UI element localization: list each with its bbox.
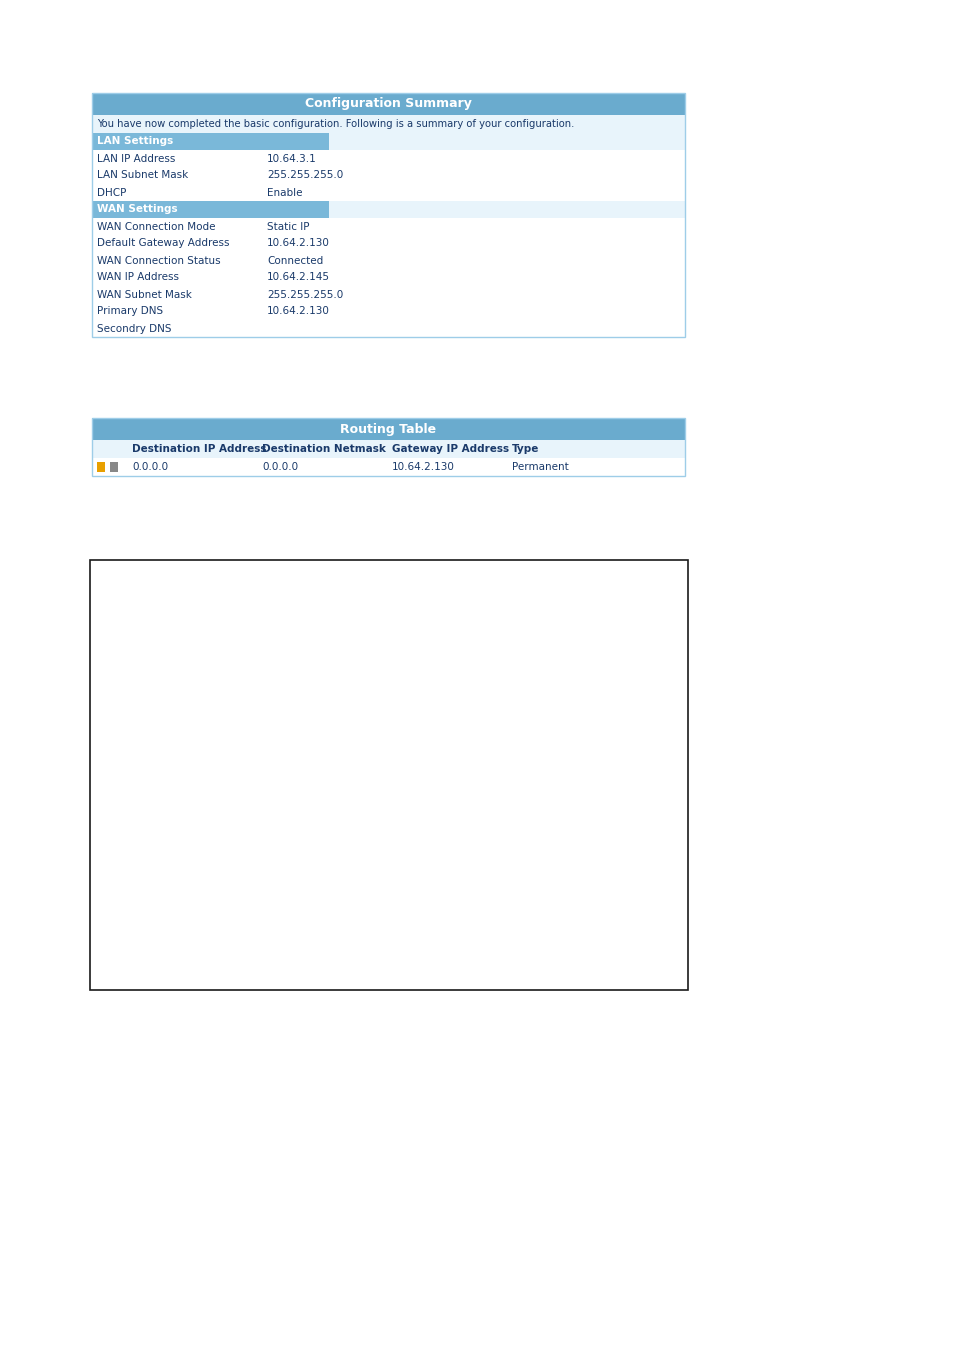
Bar	[91, 184, 684, 201]
Bar	[329, 132, 684, 150]
Text: Configuration Summary: Configuration Summary	[305, 97, 472, 111]
Text: 10.64.2.130: 10.64.2.130	[392, 462, 455, 471]
Bar	[110, 462, 118, 471]
Text: Static IP: Static IP	[267, 222, 309, 231]
Bar	[91, 93, 684, 336]
Text: WAN Settings: WAN Settings	[97, 204, 177, 215]
Text: Routing Table: Routing Table	[340, 423, 436, 435]
Text: WAN Subnet Mask: WAN Subnet Mask	[97, 289, 192, 300]
Text: 10.64.2.145: 10.64.2.145	[267, 273, 330, 282]
Text: DHCP: DHCP	[97, 188, 126, 197]
Text: Permanent: Permanent	[512, 462, 568, 471]
Bar	[91, 440, 684, 458]
Text: Default Gateway Address: Default Gateway Address	[97, 239, 230, 249]
Text: LAN Settings: LAN Settings	[97, 136, 173, 146]
Bar	[91, 269, 684, 286]
Bar	[91, 168, 684, 184]
Text: Destination IP Address: Destination IP Address	[132, 444, 266, 454]
Bar	[91, 417, 684, 476]
Bar	[91, 235, 684, 253]
Bar	[91, 93, 684, 115]
Text: 10.64.3.1: 10.64.3.1	[267, 154, 316, 163]
Bar	[90, 561, 687, 990]
Text: Type: Type	[512, 444, 538, 454]
Bar	[91, 320, 684, 336]
Text: 10.64.2.130: 10.64.2.130	[267, 307, 330, 316]
Text: WAN Connection Mode: WAN Connection Mode	[97, 222, 215, 231]
Text: Gateway IP Address: Gateway IP Address	[392, 444, 509, 454]
Text: Destination Netmask: Destination Netmask	[262, 444, 385, 454]
Text: Primary DNS: Primary DNS	[97, 307, 163, 316]
Text: 255.255.255.0: 255.255.255.0	[267, 289, 343, 300]
Bar	[329, 201, 684, 218]
Bar	[91, 132, 329, 150]
Text: 0.0.0.0: 0.0.0.0	[132, 462, 168, 471]
Text: Connected: Connected	[267, 255, 323, 266]
Bar	[97, 462, 105, 471]
Bar	[91, 458, 684, 476]
Text: 10.64.2.130: 10.64.2.130	[267, 239, 330, 249]
Text: 255.255.255.0: 255.255.255.0	[267, 170, 343, 181]
Bar	[91, 253, 684, 269]
Text: WAN IP Address: WAN IP Address	[97, 273, 179, 282]
Bar	[91, 218, 684, 235]
Text: LAN IP Address: LAN IP Address	[97, 154, 175, 163]
Bar	[91, 201, 329, 218]
Text: You have now completed the basic configuration. Following is a summary of your c: You have now completed the basic configu…	[97, 119, 574, 128]
Text: LAN Subnet Mask: LAN Subnet Mask	[97, 170, 188, 181]
Text: Secondry DNS: Secondry DNS	[97, 323, 172, 334]
Text: WAN Connection Status: WAN Connection Status	[97, 255, 220, 266]
Bar	[91, 115, 684, 132]
Bar	[91, 286, 684, 303]
Text: 0.0.0.0: 0.0.0.0	[262, 462, 297, 471]
Bar	[91, 417, 684, 440]
Bar	[91, 150, 684, 168]
Text: Enable: Enable	[267, 188, 302, 197]
Bar	[91, 303, 684, 320]
